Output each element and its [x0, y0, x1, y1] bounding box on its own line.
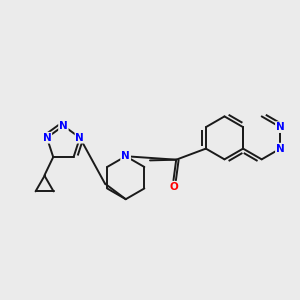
Text: N: N — [122, 151, 130, 161]
Text: N: N — [43, 133, 51, 143]
Text: N: N — [276, 144, 285, 154]
Text: N: N — [122, 151, 130, 161]
Text: N: N — [276, 122, 285, 132]
Text: N: N — [59, 121, 68, 131]
Text: O: O — [169, 182, 178, 192]
Text: N: N — [76, 133, 84, 143]
